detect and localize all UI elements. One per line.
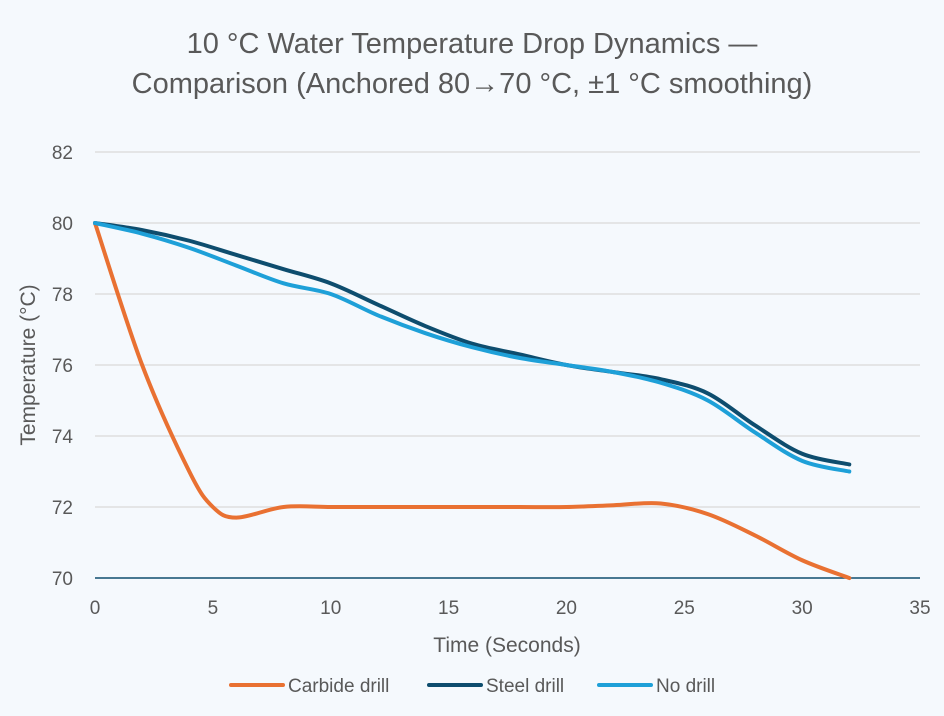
series-line-carbide-drill	[93, 221, 852, 580]
x-tick-label: 25	[674, 598, 695, 619]
legend-label: No drill	[656, 676, 715, 697]
gridlines	[95, 151, 920, 579]
y-tick-label: 72	[52, 498, 73, 519]
x-axis-label: Time (Seconds)	[433, 634, 580, 657]
legend-label: Steel drill	[486, 676, 564, 697]
y-axis-label: Temperature (°C)	[17, 284, 40, 445]
legend-item-no-drill: No drill	[597, 676, 715, 697]
legend-item-carbide-drill: Carbide drill	[229, 676, 389, 697]
series-lines	[93, 221, 852, 580]
x-tick-label: 5	[208, 598, 219, 619]
y-tick-label: 76	[52, 356, 73, 377]
legend-label: Carbide drill	[288, 676, 389, 697]
y-tick-label: 70	[52, 569, 73, 590]
x-tick-label: 30	[792, 598, 813, 619]
x-tick-label: 10	[320, 598, 341, 619]
series-line-steel-drill	[93, 221, 852, 467]
chart-title-line-2: Comparison (Anchored 80→70 °C, ±1 °C smo…	[132, 68, 813, 100]
y-tick-label: 74	[52, 427, 74, 448]
x-tick-label: 20	[556, 598, 577, 619]
x-tick-label: 35	[909, 598, 930, 619]
legend: Carbide drill Steel drill No drill	[229, 676, 715, 697]
x-tick-label: 0	[90, 598, 101, 619]
chart-title-line-1: 10 °C Water Temperature Drop Dynamics —	[187, 28, 758, 60]
y-tick-label: 82	[52, 143, 73, 164]
y-tick-label: 80	[52, 214, 73, 235]
x-axis-ticks: 0 5 10 15 20 25 30 35	[90, 598, 931, 619]
legend-item-steel-drill: Steel drill	[427, 676, 564, 697]
series-line-no-drill	[93, 221, 852, 474]
y-axis-ticks: 70 72 74 76 78 80 82	[52, 143, 74, 590]
y-tick-label: 78	[52, 285, 73, 306]
x-tick-label: 15	[438, 598, 459, 619]
